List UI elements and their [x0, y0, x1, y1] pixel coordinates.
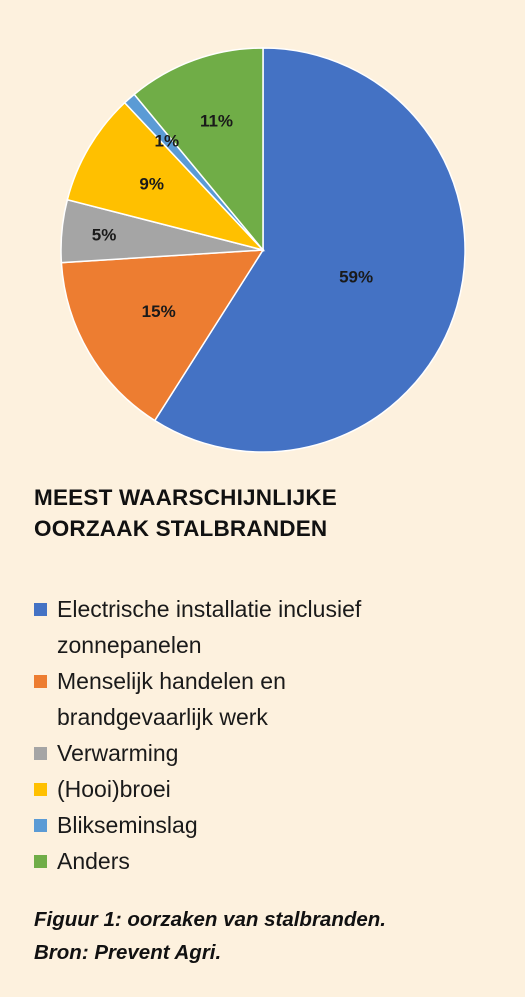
chart-title-line: OORZAAK STALBRANDEN — [34, 516, 328, 541]
legend-item: Blikseminslag — [34, 807, 504, 843]
legend-swatch — [34, 855, 47, 868]
legend-label: Blikseminslag — [57, 807, 198, 843]
legend-swatch — [34, 603, 47, 616]
legend-item: Verwarming — [34, 735, 504, 771]
legend-label-line: Blikseminslag — [57, 812, 198, 838]
chart-title: MEEST WAARSCHIJNLIJKE OORZAAK STALBRANDE… — [34, 482, 504, 544]
pie-data-label: 1% — [155, 131, 180, 150]
legend-item: (Hooi)broei — [34, 771, 504, 807]
pie-data-label: 15% — [142, 302, 176, 321]
pie-data-labels: 59% 15% 5% 9% 1% 11% — [92, 111, 373, 321]
caption-figure-line: Figuur 1: oorzaken van stalbranden. — [34, 908, 386, 931]
legend-label: Menselijk handelen en brandgevaarlijk wer… — [57, 663, 286, 735]
figure-caption: Figuur 1: oorzaken van stalbranden. Bron… — [34, 903, 514, 969]
legend-swatch — [34, 783, 47, 796]
chart-legend: Electrische installatie inclusief zonnepa… — [34, 591, 504, 879]
pie-slice — [60, 249, 265, 422]
legend-item: Electrische installatie inclusief zonnepa… — [34, 591, 504, 663]
legend-label-line: zonnepanelen — [57, 632, 202, 658]
pie-slice — [133, 47, 264, 253]
caption-source-line: Bron: Prevent Agri. — [34, 941, 222, 964]
legend-label-line: (Hooi)broei — [57, 776, 171, 802]
legend-item: Menselijk handelen en brandgevaarlijk wer… — [34, 663, 504, 735]
legend-label: (Hooi)broei — [57, 771, 171, 807]
legend-item: Anders — [34, 843, 504, 879]
legend-label-line: Electrische installatie inclusief — [57, 596, 362, 622]
pie-slice — [153, 47, 466, 453]
legend-swatch — [34, 747, 47, 760]
chart-title-line: MEEST WAARSCHIJNLIJKE — [34, 485, 337, 510]
pie-data-label: 11% — [200, 111, 233, 130]
pie-chart: 59% 15% 5% 9% 1% 11% — [60, 47, 466, 453]
pie-slice — [66, 101, 266, 252]
legend-label-line: Anders — [57, 848, 130, 874]
legend-swatch — [34, 675, 47, 688]
pie-slices — [60, 47, 466, 453]
legend-label: Verwarming — [57, 735, 178, 771]
legend-label-line: Menselijk handelen en — [57, 668, 286, 694]
legend-label-line: Verwarming — [57, 740, 179, 766]
legend-label-line: brandgevaarlijk werk — [57, 704, 268, 730]
pie-data-label: 9% — [139, 175, 164, 194]
legend-label: Anders — [57, 843, 130, 879]
pie-data-label: 59% — [339, 268, 373, 287]
pie-data-label: 5% — [92, 226, 117, 245]
legend-label: Electrische installatie inclusief zonnepa… — [57, 591, 361, 663]
legend-swatch — [34, 819, 47, 832]
